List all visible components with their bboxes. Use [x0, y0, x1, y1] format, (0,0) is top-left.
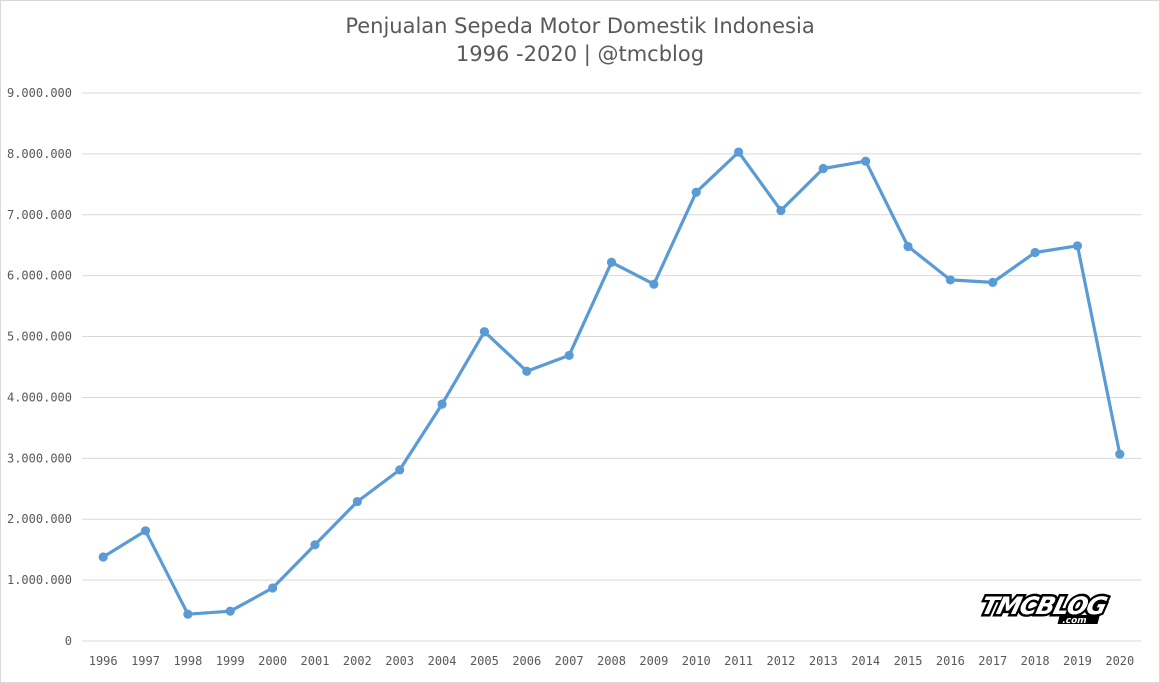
- data-point: [649, 279, 659, 289]
- x-tick-label: 2015: [894, 654, 923, 668]
- data-point: [395, 465, 405, 475]
- y-tick-label: 4.000.000: [7, 390, 72, 404]
- x-tick-label: 2019: [1063, 654, 1092, 668]
- x-tick-label: 1999: [216, 654, 245, 668]
- x-tick-label: 2014: [851, 654, 880, 668]
- x-tick-label: 2005: [470, 654, 499, 668]
- data-point: [1030, 247, 1040, 258]
- data-point: [479, 327, 490, 337]
- x-tick-label: 2008: [597, 654, 626, 668]
- data-point: [776, 205, 786, 216]
- series-line: [101, 150, 1122, 616]
- data-point: [564, 350, 574, 361]
- x-tick-label: 2003: [385, 654, 414, 668]
- y-tick-label: 9.000.000: [7, 86, 72, 100]
- data-point: [733, 147, 744, 157]
- y-tick-label: 2.000.000: [7, 512, 72, 526]
- svg-text:TMCBLOG: TMCBLOG: [979, 591, 1110, 620]
- x-tick-label: 2000: [258, 654, 287, 668]
- y-tick-label: 8.000.000: [7, 147, 72, 161]
- data-point: [903, 241, 913, 252]
- data-point: [945, 275, 955, 285]
- data-point: [225, 606, 235, 616]
- data-point: [1115, 449, 1125, 459]
- x-tick-label: 2001: [301, 654, 330, 668]
- x-tick-label: 2016: [936, 654, 965, 668]
- x-tick-label: 1998: [173, 654, 202, 668]
- y-tick-label: 7.000.000: [7, 208, 72, 222]
- x-tick-label: 2012: [766, 654, 795, 668]
- data-point: [691, 187, 701, 197]
- y-tick-label: 5.000.000: [7, 330, 72, 344]
- y-tick-label: 0: [65, 634, 72, 648]
- x-tick-label: 2018: [1021, 654, 1050, 668]
- data-point: [140, 526, 151, 536]
- x-tick-label: 2010: [682, 654, 711, 668]
- x-tick-label: 2004: [428, 654, 457, 668]
- data-point: [352, 496, 362, 507]
- chart-title: Penjualan Sepeda Motor Domestik Indonesi…: [345, 14, 815, 38]
- y-tick-label: 1.000.000: [7, 573, 72, 587]
- data-point: [606, 257, 617, 267]
- data-point: [437, 399, 447, 409]
- data-point: [183, 609, 193, 619]
- tmcblog-logo: TMCBLOG TMCBLOG .com: [978, 590, 1112, 626]
- x-tick-label: 2020: [1105, 654, 1134, 668]
- data-point: [988, 277, 998, 287]
- x-tick-label: 2013: [809, 654, 838, 668]
- data-point: [1072, 241, 1083, 251]
- x-tick-label: 2002: [343, 654, 372, 668]
- x-tick-label: 2007: [555, 654, 584, 668]
- x-tick-label: 1996: [89, 654, 118, 668]
- data-point: [861, 156, 871, 166]
- svg-text:.com: .com: [1061, 616, 1088, 626]
- y-tick-label: 6.000.000: [7, 269, 72, 283]
- data-point: [98, 552, 108, 562]
- data-point: [268, 583, 278, 593]
- y-tick-label: 3.000.000: [7, 451, 72, 465]
- x-tick-label: 2009: [639, 654, 668, 668]
- x-tick-label: 2011: [724, 654, 753, 668]
- data-point: [310, 540, 320, 550]
- x-tick-label: 2006: [512, 654, 541, 668]
- data-point: [818, 163, 828, 174]
- chart-subtitle: 1996 -2020 | @tmcblog: [455, 42, 705, 66]
- data-point: [522, 366, 532, 376]
- x-tick-label: 2017: [978, 654, 1007, 668]
- x-tick-label: 1997: [131, 654, 160, 668]
